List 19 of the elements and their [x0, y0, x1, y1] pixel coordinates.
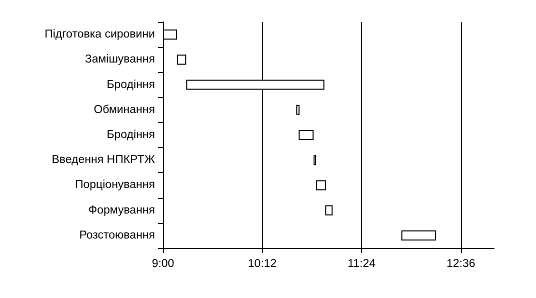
y-tick-label: Порціонування: [74, 179, 155, 192]
x-tick-label: 9:00: [152, 258, 174, 270]
y-tick-label: Обминання: [94, 104, 155, 116]
bar: [316, 180, 326, 190]
bar: [401, 230, 436, 240]
bar: [298, 130, 314, 140]
x-tick-label: 12:36: [446, 258, 476, 270]
y-tick-label: Замішування: [84, 54, 155, 66]
bar: [325, 205, 333, 216]
y-tick-label: Формування: [88, 204, 155, 216]
y-tick-label: Розстоювання: [79, 229, 155, 242]
bar: [296, 104, 300, 115]
y-tick-label: Бродіння: [106, 78, 155, 91]
x-tick-label: 11:24: [348, 258, 376, 270]
x-tick-label: 10:12: [248, 258, 277, 270]
y-tick-label: Підготовка сировини: [44, 28, 155, 41]
bar: [177, 54, 186, 65]
y-tick-label: Бродіння: [106, 129, 155, 141]
y-tick-label: Введення НПКРТЖ: [52, 154, 156, 166]
